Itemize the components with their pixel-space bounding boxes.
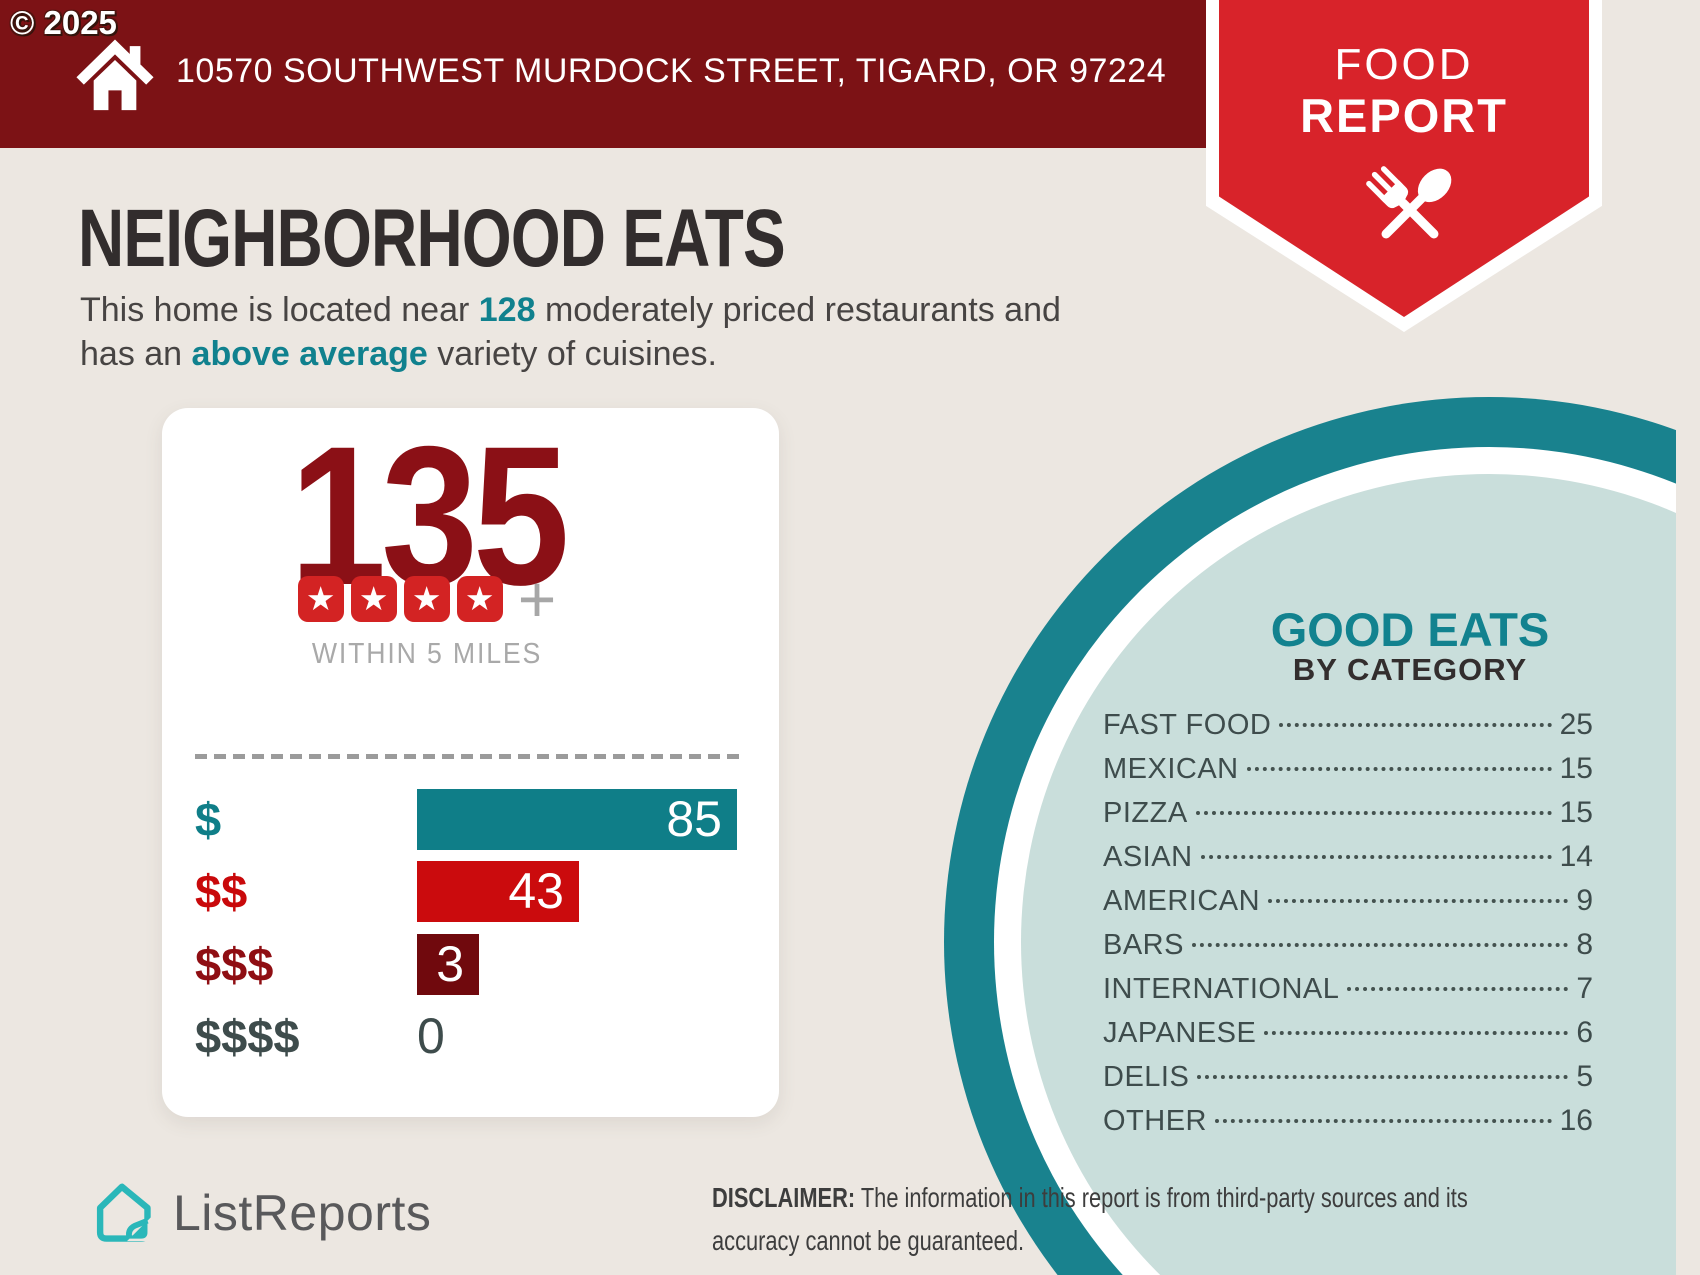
variety-highlight: above average bbox=[191, 335, 428, 373]
price-tier-label: $ bbox=[195, 793, 222, 846]
rating-row: ★ ★ ★ ★ + bbox=[162, 562, 692, 636]
star-icon: ★ bbox=[403, 576, 450, 622]
bar-two-dollar: 43 bbox=[417, 861, 579, 922]
star-rating: ★ ★ ★ ★ bbox=[297, 576, 503, 622]
dotted-leader bbox=[1200, 855, 1552, 859]
price-tier-label: $$$$ bbox=[195, 1010, 300, 1063]
star-icon: ★ bbox=[350, 576, 397, 622]
page-title: NEIGHBORHOOD EATS bbox=[78, 193, 786, 284]
home-icon bbox=[76, 39, 154, 111]
listreports-house-icon bbox=[96, 1183, 152, 1242]
disclaimer: DISCLAIMER: The information in this repo… bbox=[712, 1176, 1539, 1262]
dotted-leader bbox=[1268, 899, 1569, 903]
dotted-leader bbox=[1191, 943, 1569, 947]
dashed-divider bbox=[195, 754, 740, 759]
category-row: FAST FOOD 25 bbox=[1103, 708, 1593, 741]
bar-three-dollar: 3 bbox=[417, 934, 479, 995]
category-row: OTHER 16 bbox=[1103, 1104, 1593, 1137]
price-row-2: $$ 43 bbox=[162, 861, 779, 922]
intro-text: This home is located near 128 moderately… bbox=[80, 288, 1061, 376]
dotted-leader bbox=[1246, 767, 1552, 771]
dotted-leader bbox=[1215, 1119, 1552, 1123]
badge-title-line1: FOOD bbox=[1334, 40, 1474, 89]
bar-value: 43 bbox=[508, 863, 564, 919]
disclaimer-line1: DISCLAIMER: The information in this repo… bbox=[712, 1182, 1468, 1213]
dotted-leader bbox=[1347, 987, 1569, 991]
header-bar bbox=[0, 0, 1208, 148]
price-tier-label: $$$ bbox=[195, 938, 274, 991]
category-row: PIZZA 15 bbox=[1103, 796, 1593, 829]
star-icon: ★ bbox=[297, 576, 344, 622]
copyright: © 2025 bbox=[10, 4, 117, 41]
bar-value: 85 bbox=[666, 791, 722, 847]
property-address: 10570 SOUTHWEST MURDOCK STREET, TIGARD, … bbox=[176, 52, 1167, 90]
restaurant-count: 128 bbox=[478, 291, 536, 329]
bar-value: 3 bbox=[436, 936, 464, 992]
dotted-leader bbox=[1195, 811, 1552, 815]
plus-sign: + bbox=[517, 562, 557, 636]
category-row: MEXICAN 15 bbox=[1103, 752, 1593, 785]
badge-title: FOOD REPORT bbox=[1206, 40, 1602, 142]
price-row-3: $$$ 3 bbox=[162, 934, 779, 995]
spoon-fork-icon bbox=[1366, 166, 1452, 239]
category-row: DELIS 5 bbox=[1103, 1060, 1593, 1093]
dotted-leader bbox=[1279, 723, 1552, 727]
categories-list: FAST FOOD 25 MEXICAN 15 PIZZA 15 ASIAN 14 AM… bbox=[1103, 708, 1593, 1148]
radius-label: WITHIN 5 MILES bbox=[311, 638, 543, 670]
food-report-badge: FOOD REPORT bbox=[1206, 0, 1602, 332]
price-row-4: $$$$ 0 bbox=[162, 1006, 779, 1067]
badge-title-line2: REPORT bbox=[1300, 89, 1508, 142]
category-row: INTERNATIONAL 7 bbox=[1103, 972, 1593, 1005]
categories-subtitle: BY CATEGORY bbox=[1292, 652, 1528, 687]
price-row-1: $ 85 bbox=[162, 789, 779, 850]
category-row: AMERICAN 9 bbox=[1103, 884, 1593, 917]
intro-line1: This home is located near 128 moderately… bbox=[80, 291, 1061, 329]
category-row: BARS 8 bbox=[1103, 928, 1593, 961]
summary-card: 135 ★ ★ ★ ★ + WITHIN 5 MILES $ 85 $$ 43 $$$… bbox=[162, 408, 779, 1117]
category-row: ASIAN 14 bbox=[1103, 840, 1593, 873]
star-icon: ★ bbox=[456, 576, 503, 622]
price-tier-label: $$ bbox=[195, 865, 248, 918]
dotted-leader bbox=[1197, 1075, 1569, 1079]
intro-line2: has an above average variety of cuisines… bbox=[80, 335, 717, 373]
listreports-logo: ListReports bbox=[95, 1182, 431, 1244]
bar-value-zero: 0 bbox=[417, 1008, 445, 1064]
bar-one-dollar: 85 bbox=[417, 789, 737, 850]
category-row: JAPANESE 6 bbox=[1103, 1016, 1593, 1049]
categories-title: GOOD EATS bbox=[1270, 603, 1550, 656]
listreports-wordmark: ListReports bbox=[173, 1185, 432, 1241]
disclaimer-line2: accuracy cannot be guaranteed. bbox=[712, 1225, 1025, 1256]
dotted-leader bbox=[1264, 1031, 1569, 1035]
